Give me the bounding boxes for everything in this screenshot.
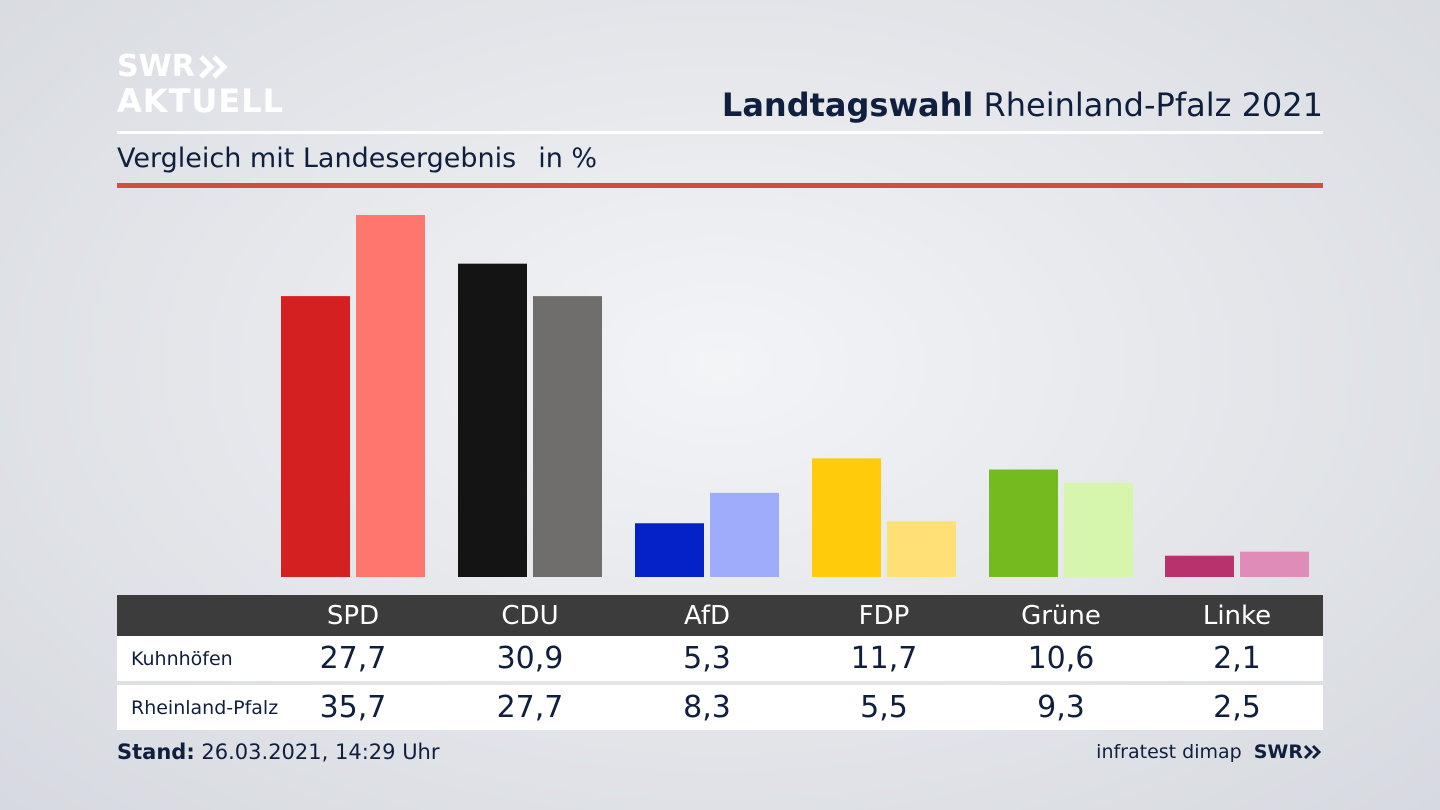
source-credit: infratest dimap SWR	[1096, 741, 1323, 763]
accent-divider	[117, 183, 1323, 188]
subtitle-text: Vergleich mit Landesergebnis	[117, 143, 517, 174]
table-cell: 10,6	[1027, 641, 1095, 676]
table-cell: 2,5	[1213, 690, 1261, 725]
table-cell: 2,1	[1213, 641, 1261, 676]
column-header-linke: Linke	[1202, 600, 1272, 631]
bar-grne-state	[1064, 482, 1133, 577]
table-cell: 11,7	[850, 641, 918, 676]
column-header-cdu: CDU	[501, 600, 559, 631]
footer-logo-text: SWR	[1253, 741, 1303, 763]
bar-cdu-state	[533, 296, 602, 577]
table-row: Kuhnhöfen 27,7 30,9 5,3 11,7 10,6 2,1	[117, 636, 1323, 681]
table-cell: 35,7	[319, 690, 387, 725]
table-cell: 30,9	[496, 641, 564, 676]
table-cell: 9,3	[1037, 690, 1085, 725]
bar-spd-state	[356, 215, 425, 577]
bar-afd-local	[635, 523, 704, 577]
logo-text-aktuell: AKTUELL	[117, 82, 285, 120]
table-cell: 8,3	[683, 690, 731, 725]
title-divider	[117, 131, 1323, 134]
bar-fdp-state	[887, 521, 956, 577]
table-cell: 5,5	[860, 690, 908, 725]
table-cell: 27,7	[496, 690, 564, 725]
bar-linke-local	[1165, 555, 1234, 577]
row-label: Kuhnhöfen	[131, 647, 233, 670]
timestamp: Stand: 26.03.2021, 14:29 Uhr	[117, 740, 440, 764]
table-header: SPD CDU AfD FDP Grüne Linke	[117, 595, 1323, 636]
swr-aktuell-logo: SWR AKTUELL	[117, 49, 285, 120]
bar-fdp-local	[812, 458, 881, 577]
double-chevron-icon	[1303, 744, 1322, 760]
title-rest: Rheinland-Pfalz 2021	[983, 86, 1323, 124]
bar-linke-state	[1240, 551, 1309, 577]
footer-swr-logo: SWR	[1254, 741, 1323, 763]
table-row: Rheinland-Pfalz 35,7 27,7 8,3 5,5 9,3 2,5	[117, 685, 1323, 730]
logo-text-swr: SWR	[117, 49, 195, 84]
source-text: infratest dimap	[1096, 741, 1242, 763]
bar-grne-local	[989, 469, 1058, 577]
table-cell: 5,3	[683, 641, 731, 676]
stand-label: Stand:	[117, 740, 195, 764]
page-title: Landtagswahl Rheinland-Pfalz 2021	[722, 86, 1323, 124]
chart-subtitle: Vergleich mit Landesergebnis in %	[117, 143, 597, 174]
unit-label: in %	[538, 143, 598, 174]
column-header-spd: SPD	[326, 600, 380, 631]
column-header-afd: AfD	[683, 600, 731, 631]
table-cell: 27,7	[319, 641, 387, 676]
bar-spd-local	[281, 296, 350, 577]
row-label: Rheinland-Pfalz	[131, 696, 279, 719]
bar-cdu-local	[458, 263, 527, 577]
bar-afd-state	[710, 492, 779, 577]
double-chevron-icon	[199, 55, 229, 79]
title-bold: Landtagswahl	[721, 86, 974, 124]
column-header-grne: Grüne	[1021, 600, 1101, 631]
results-table: SPD CDU AfD FDP Grüne Linke Kuhnhöfen 27,7 30,…	[117, 595, 1323, 730]
stand-value: 26.03.2021, 14:29 Uhr	[201, 740, 440, 764]
column-header-fdp: FDP	[858, 600, 910, 631]
